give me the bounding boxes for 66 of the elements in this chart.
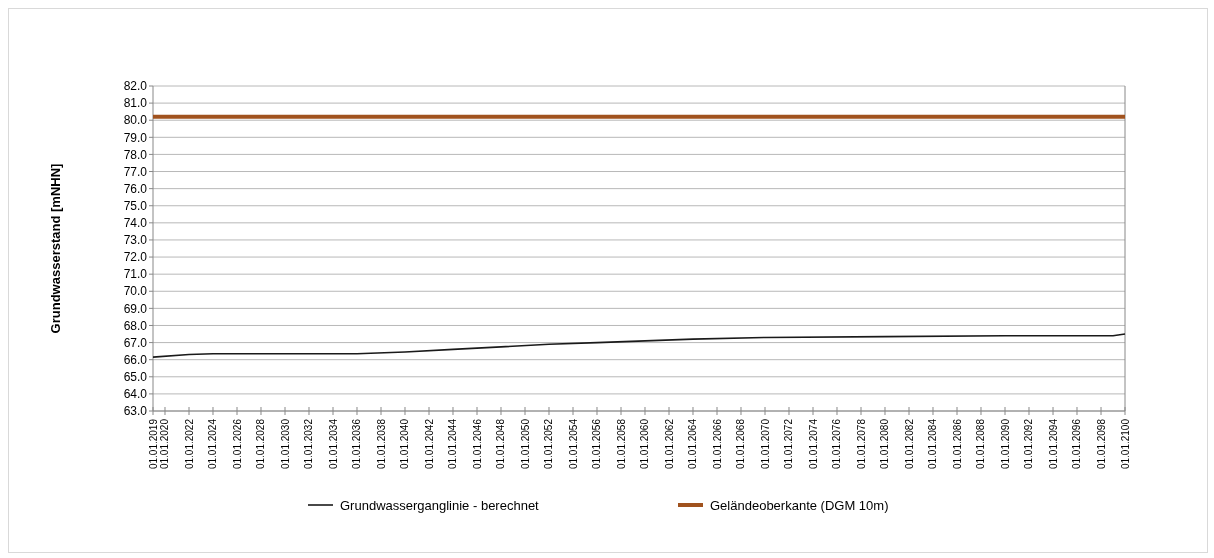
x-tick-label: 01.01.2048 xyxy=(495,418,507,470)
y-tick-label: 68.0 xyxy=(123,318,148,333)
y-tick-label: 81.0 xyxy=(123,96,148,111)
line-series xyxy=(152,333,1126,358)
y-tick-label: 78.0 xyxy=(123,147,148,162)
x-tick-label: 01.01.2072 xyxy=(783,418,795,470)
x-tick-label: 01.01.2070 xyxy=(759,418,771,470)
x-tick-label: 01.01.2082 xyxy=(903,418,915,470)
x-tick-label: 01.01.2052 xyxy=(543,418,555,470)
x-tick-label: 01.01.2088 xyxy=(975,418,987,470)
x-tick-label: 01.01.2028 xyxy=(255,418,267,470)
x-tick-label: 01.01.2024 xyxy=(207,418,219,470)
y-tick-label: 82.0 xyxy=(123,79,148,94)
x-tick-label: 01.01.2032 xyxy=(303,418,315,470)
x-tick-label: 01.01.2068 xyxy=(735,418,747,470)
x-tick-label: 01.01.2034 xyxy=(327,418,339,470)
x-tick-label: 01.01.2096 xyxy=(1071,418,1083,470)
x-tick-label: 01.01.2038 xyxy=(375,418,387,470)
x-tick-label: 01.01.2054 xyxy=(567,418,579,470)
x-tick-label: 01.01.2062 xyxy=(663,418,675,470)
x-tick-label: 01.01.2026 xyxy=(231,418,243,470)
x-tick-label: 01.01.2030 xyxy=(279,418,291,470)
x-tick-label: 01.01.2084 xyxy=(927,418,939,470)
x-tick-label: 01.01.2019 xyxy=(147,418,159,470)
x-tick-label: 01.01.2080 xyxy=(879,418,891,470)
x-tick-label: 01.01.2064 xyxy=(687,418,699,470)
x-tick-label: 01.01.2098 xyxy=(1095,418,1107,470)
x-tick-label: 01.01.2044 xyxy=(447,418,459,470)
y-tick-label: 73.0 xyxy=(123,233,148,248)
x-tick-label: 01.01.2022 xyxy=(183,418,195,470)
y-axis-title: Grundwasserstand [mNHN] xyxy=(48,163,63,334)
x-tick-label: 01.01.2040 xyxy=(399,418,411,470)
x-tick-label: 01.01.2042 xyxy=(423,418,435,470)
x-tick-label: 01.01.2092 xyxy=(1023,418,1035,470)
x-tick-label: 01.01.2086 xyxy=(951,418,963,470)
x-tick-label: 01.01.2060 xyxy=(639,418,651,470)
x-tick-label: 01.01.2050 xyxy=(519,418,531,470)
y-tick-label: 63.0 xyxy=(123,404,148,419)
y-tick-label: 79.0 xyxy=(123,130,148,145)
x-tick-label: 01.01.2058 xyxy=(615,418,627,470)
y-tick-label: 74.0 xyxy=(123,216,148,231)
y-tick-label: 64.0 xyxy=(123,387,148,402)
x-tick-label: 01.01.2066 xyxy=(711,418,723,470)
y-tick-label: 71.0 xyxy=(123,267,148,282)
x-tick-label: 01.01.2076 xyxy=(831,418,843,470)
x-tick-label: 01.01.2078 xyxy=(855,418,867,470)
x-tick-label: 01.01.2056 xyxy=(591,418,603,470)
y-tick-label: 75.0 xyxy=(123,198,148,213)
y-tick-label: 65.0 xyxy=(123,369,148,384)
y-tick-label: 77.0 xyxy=(123,164,148,179)
y-tick-label: 76.0 xyxy=(123,181,148,196)
x-tick-label: 01.01.2094 xyxy=(1047,418,1059,470)
legend-label: Geländeoberkante (DGM 10m) xyxy=(710,497,889,513)
x-tick-label: 01.01.2100 xyxy=(1119,418,1131,470)
x-tick-label: 01.01.2020 xyxy=(159,418,171,470)
y-tick-label: 67.0 xyxy=(123,335,148,350)
x-tick-label: 01.01.2046 xyxy=(471,418,483,470)
y-tick-label: 69.0 xyxy=(123,301,148,316)
x-tick-label: 01.01.2036 xyxy=(351,418,363,470)
y-tick-label: 66.0 xyxy=(123,352,148,367)
y-tick-label: 80.0 xyxy=(123,113,148,128)
x-tick-label: 01.01.2090 xyxy=(999,418,1011,470)
y-tick-label: 72.0 xyxy=(123,250,148,265)
x-tick-label: 01.01.2074 xyxy=(807,418,819,470)
legend-label: Grundwasserganglinie - berechnet xyxy=(340,497,540,513)
y-tick-label: 70.0 xyxy=(123,284,148,299)
